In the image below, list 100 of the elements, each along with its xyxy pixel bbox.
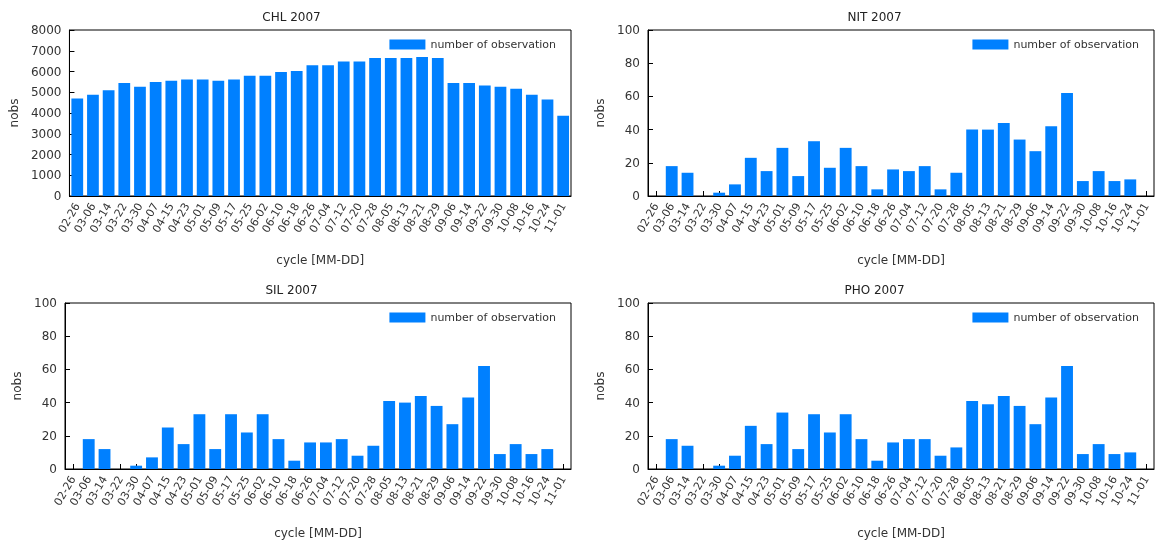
bar — [887, 441, 900, 469]
bar — [918, 166, 931, 196]
bar — [431, 58, 444, 196]
y-tick-label: 60 — [624, 89, 640, 104]
y-axis-title: nobs — [10, 371, 25, 400]
bar — [290, 71, 303, 196]
y-tick-label: 0 — [632, 189, 640, 203]
bar — [887, 169, 900, 196]
bar — [383, 400, 396, 469]
bar — [319, 441, 332, 469]
bar — [950, 446, 963, 469]
bar — [681, 445, 694, 469]
bar — [478, 365, 490, 469]
bar — [557, 115, 570, 196]
bar — [1029, 151, 1042, 196]
bar — [351, 455, 364, 469]
y-tick-label: 40 — [41, 395, 57, 410]
chart-title: PHO 2007 — [844, 282, 905, 297]
y-tick-label: 60 — [624, 361, 640, 376]
bar — [259, 75, 272, 196]
bar — [808, 141, 820, 196]
bar — [665, 438, 678, 469]
bar — [414, 395, 427, 469]
y-tick-label: 20 — [41, 428, 57, 443]
bar — [98, 448, 111, 469]
bar — [918, 438, 931, 469]
bar — [272, 438, 285, 469]
bar — [240, 431, 253, 469]
bar — [225, 413, 237, 469]
bar — [729, 184, 741, 196]
bar — [713, 192, 726, 196]
bar — [541, 448, 554, 469]
bar — [855, 438, 868, 469]
y-tick-label: 40 — [624, 395, 640, 410]
bar — [209, 448, 222, 469]
y-tick-label: 0 — [53, 189, 62, 203]
bar — [275, 72, 287, 196]
bar — [177, 443, 190, 469]
bar — [1029, 423, 1042, 469]
bar — [902, 438, 915, 469]
y-tick-label: 20 — [624, 428, 640, 443]
bar — [871, 189, 884, 196]
y-tick-label: 3000 — [30, 126, 62, 141]
bar — [792, 176, 805, 196]
bar — [744, 425, 757, 469]
bar — [1045, 397, 1058, 469]
bar — [760, 171, 773, 196]
bar — [478, 85, 491, 196]
legend-label: number of observation — [430, 310, 557, 324]
bar — [447, 82, 460, 196]
bar — [493, 453, 506, 469]
bar — [400, 58, 413, 196]
bar — [243, 75, 256, 196]
bar — [430, 405, 443, 469]
bar — [288, 460, 301, 469]
bar — [1092, 171, 1105, 196]
bar — [416, 56, 428, 196]
bar — [446, 423, 459, 469]
bar — [525, 94, 538, 196]
bar — [525, 453, 538, 469]
bar — [212, 80, 225, 196]
bar — [982, 403, 994, 469]
bar — [353, 61, 366, 196]
bar — [369, 58, 381, 196]
bar — [541, 99, 554, 196]
y-axis-title: nobs — [7, 98, 21, 128]
bar — [510, 88, 523, 196]
y-tick-label: 6000 — [30, 64, 62, 79]
bar — [1108, 453, 1121, 469]
legend-label: number of observation — [1013, 310, 1140, 324]
x-axis-title: cycle [MM-DD] — [857, 525, 945, 540]
y-tick-label: 1000 — [30, 168, 62, 183]
bar — [1076, 181, 1089, 196]
chart-title: SIL 2007 — [265, 282, 318, 297]
bar — [776, 147, 789, 196]
bar — [902, 171, 915, 196]
chart-title: CHL 2007 — [262, 10, 321, 24]
bar — [1076, 453, 1089, 469]
bar — [118, 82, 131, 196]
y-tick-label: 60 — [41, 361, 57, 376]
y-tick-label: 100 — [617, 295, 640, 310]
y-tick-label: 80 — [624, 56, 640, 71]
bar — [1061, 365, 1073, 469]
y-tick-label: 100 — [617, 23, 640, 37]
bar — [494, 86, 507, 196]
bar — [934, 455, 947, 469]
bar — [1013, 139, 1026, 196]
y-tick-label: 40 — [624, 122, 640, 137]
bar — [823, 431, 836, 469]
x-axis-title: cycle [MM-DD] — [857, 253, 945, 267]
chart-title: NIT 2007 — [847, 10, 902, 24]
bar — [161, 427, 174, 469]
bar — [463, 82, 475, 196]
y-tick-label: 80 — [41, 328, 57, 343]
bar — [181, 79, 193, 196]
y-tick-label: 7000 — [30, 43, 62, 58]
bar — [71, 98, 84, 196]
y-tick-label: 0 — [49, 461, 57, 476]
bar — [808, 413, 820, 469]
bar — [997, 395, 1010, 469]
